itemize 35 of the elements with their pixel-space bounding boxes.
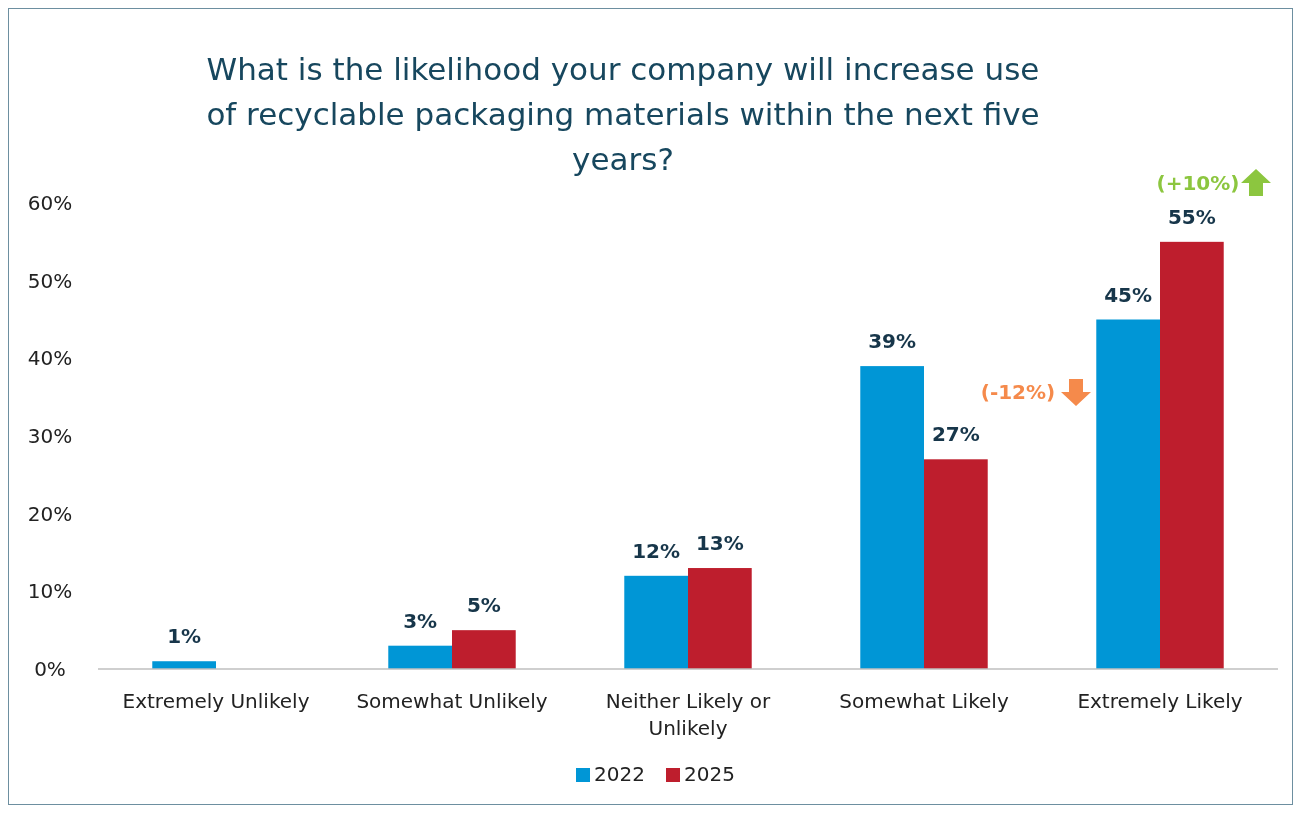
bar [1096, 319, 1160, 669]
bar [624, 575, 688, 669]
y-tick-label: 30% [27, 424, 73, 448]
bar [1160, 241, 1224, 669]
annotation: (-12%) [980, 380, 1056, 404]
legend-label: 2022 [594, 762, 645, 786]
x-tick-label: Neither Likely or Unlikely [605, 689, 771, 740]
x-tick-label: Somewhat Likely [839, 689, 1009, 713]
data-label: 12% [632, 538, 681, 563]
chart-title: What is the likelihood your company will increase use of recyclable packaging materials within the next five years? [206, 51, 1040, 177]
data-label: 55% [1167, 204, 1216, 229]
y-tick-label: 20% [27, 501, 73, 526]
bar [860, 366, 924, 669]
x-tick-label: Extremely Unlikely [122, 689, 310, 713]
y-tick-label: 10% [27, 579, 73, 604]
legend-label: 2025 [684, 762, 735, 786]
bar [924, 459, 988, 669]
x-tick-label: Extremely Likely [1077, 689, 1243, 713]
y-tick-label: 0% [34, 657, 66, 681]
data-label: 13% [695, 531, 744, 556]
bar [688, 568, 752, 669]
y-tick-label: 40% [27, 346, 73, 371]
text: (+10%) [1156, 171, 1240, 195]
data-label: 27% [931, 422, 980, 447]
bar [152, 661, 216, 669]
data-label: 39% [868, 329, 917, 354]
y-tick-label: 60% [27, 191, 73, 215]
data-label: 1% [167, 624, 202, 649]
data-label: 5% [466, 593, 501, 618]
bar [388, 645, 452, 669]
y-tick-label: 50% [27, 268, 73, 293]
bar [452, 630, 516, 669]
data-label: 3% [403, 608, 438, 633]
x-tick-label: Somewhat Unlikely [356, 689, 548, 713]
data-label: 45% [1104, 282, 1153, 307]
